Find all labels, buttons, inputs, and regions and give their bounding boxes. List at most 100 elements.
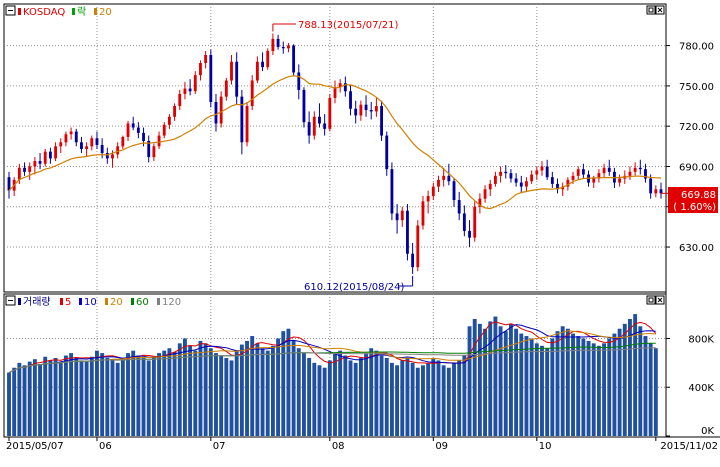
candle-body xyxy=(266,50,270,68)
volume-bar xyxy=(286,328,291,436)
volume-legend-swatch xyxy=(79,298,82,305)
candle-up xyxy=(421,196,425,230)
volume-bar xyxy=(400,360,405,436)
candle-body xyxy=(80,142,83,149)
candle-down xyxy=(644,163,647,183)
candle-down xyxy=(240,89,244,155)
candle-body xyxy=(659,189,663,194)
candle-up xyxy=(483,185,487,203)
candle-body xyxy=(7,177,11,191)
volume-bar xyxy=(239,344,244,436)
candle-body xyxy=(105,153,109,159)
volume-bar xyxy=(89,356,94,436)
candle-down xyxy=(80,136,83,154)
volume-bar xyxy=(105,357,110,436)
ma20-line xyxy=(8,75,662,210)
candle-body xyxy=(426,196,430,202)
volume-panel-close-button[interactable] xyxy=(655,295,665,305)
candle-body xyxy=(328,97,332,129)
candle-body xyxy=(607,167,611,172)
candle-up xyxy=(374,97,378,117)
candle-down xyxy=(323,114,327,136)
candle-body xyxy=(214,102,218,124)
candle-body xyxy=(545,166,549,178)
candle-body xyxy=(644,169,647,179)
volume-bar xyxy=(612,333,617,436)
candle-up xyxy=(116,142,120,159)
candle-body xyxy=(261,61,264,68)
volume-bar xyxy=(317,365,322,436)
candle-down xyxy=(292,44,296,77)
volume-bar xyxy=(353,362,358,436)
volume-bar xyxy=(348,360,353,436)
price-panel-frame xyxy=(3,3,667,293)
volume-bar xyxy=(224,357,229,436)
candle-down xyxy=(369,102,373,120)
date-tick-label: 09 xyxy=(435,441,448,452)
volume-legend-label: 120 xyxy=(162,297,181,308)
candle-body xyxy=(297,72,301,90)
volume-bar xyxy=(120,359,125,436)
candle-body xyxy=(561,186,565,190)
price-legend: KOSDAQ 락 20 xyxy=(5,5,112,18)
volume-bar xyxy=(467,326,472,436)
candle-body xyxy=(364,104,368,111)
candle-up xyxy=(535,166,539,180)
candle-down xyxy=(281,41,285,54)
candle-up xyxy=(126,120,130,141)
volume-ma5-line xyxy=(8,321,657,374)
volume-legend-label: 거래량 xyxy=(23,296,51,308)
candle-body xyxy=(271,38,275,51)
candle-down xyxy=(354,100,358,124)
candle-down xyxy=(349,84,352,116)
volume-axis-labels: 800K 400K 0K xyxy=(666,334,714,437)
candle-body xyxy=(230,61,233,81)
volume-bar xyxy=(576,336,581,436)
candle-down xyxy=(307,111,311,144)
candle-body xyxy=(157,135,161,147)
volume-panel-maximize-button[interactable] xyxy=(646,295,656,305)
volume-bar xyxy=(550,338,555,436)
price-tick-label: 720.00 xyxy=(679,122,714,133)
price-panel-maximize-button[interactable] xyxy=(646,5,656,15)
candle-body xyxy=(116,146,120,155)
date-tick-label: 10 xyxy=(539,441,552,452)
candle-body xyxy=(628,171,632,176)
candle-body xyxy=(302,89,306,123)
candle-body xyxy=(162,124,166,136)
candle-body xyxy=(649,178,653,194)
volume-bar xyxy=(483,328,488,436)
candle-down xyxy=(638,159,642,175)
candle-up xyxy=(157,131,161,149)
volume-bar xyxy=(307,357,312,436)
candle-body xyxy=(318,116,321,124)
candle-body xyxy=(33,161,37,167)
volume-bar xyxy=(379,355,384,436)
candle-up xyxy=(576,166,580,180)
date-tick-label: 2015/11/02 xyxy=(660,441,718,452)
candle-up xyxy=(566,177,570,191)
volume-bar xyxy=(560,326,565,436)
volume-bar xyxy=(488,321,493,436)
candle-body xyxy=(250,80,254,107)
candle-down xyxy=(147,135,151,163)
volume-bar xyxy=(426,362,431,436)
volume-bar xyxy=(477,323,482,436)
price-candles xyxy=(7,33,668,274)
price-panel-close-button[interactable] xyxy=(655,5,665,15)
candle-body xyxy=(416,225,420,268)
candle-up xyxy=(54,142,57,162)
volume-bar xyxy=(529,338,534,436)
candle-body xyxy=(437,179,440,187)
candle-body xyxy=(219,96,223,124)
volume-bar xyxy=(17,362,22,436)
candle-down xyxy=(514,173,518,187)
candle-down xyxy=(7,171,11,199)
candle-body xyxy=(59,142,63,147)
candle-up xyxy=(69,127,73,140)
candle-body xyxy=(142,132,145,141)
volume-bar xyxy=(302,353,306,436)
current-price-change: ( 1.60%) xyxy=(673,202,716,213)
